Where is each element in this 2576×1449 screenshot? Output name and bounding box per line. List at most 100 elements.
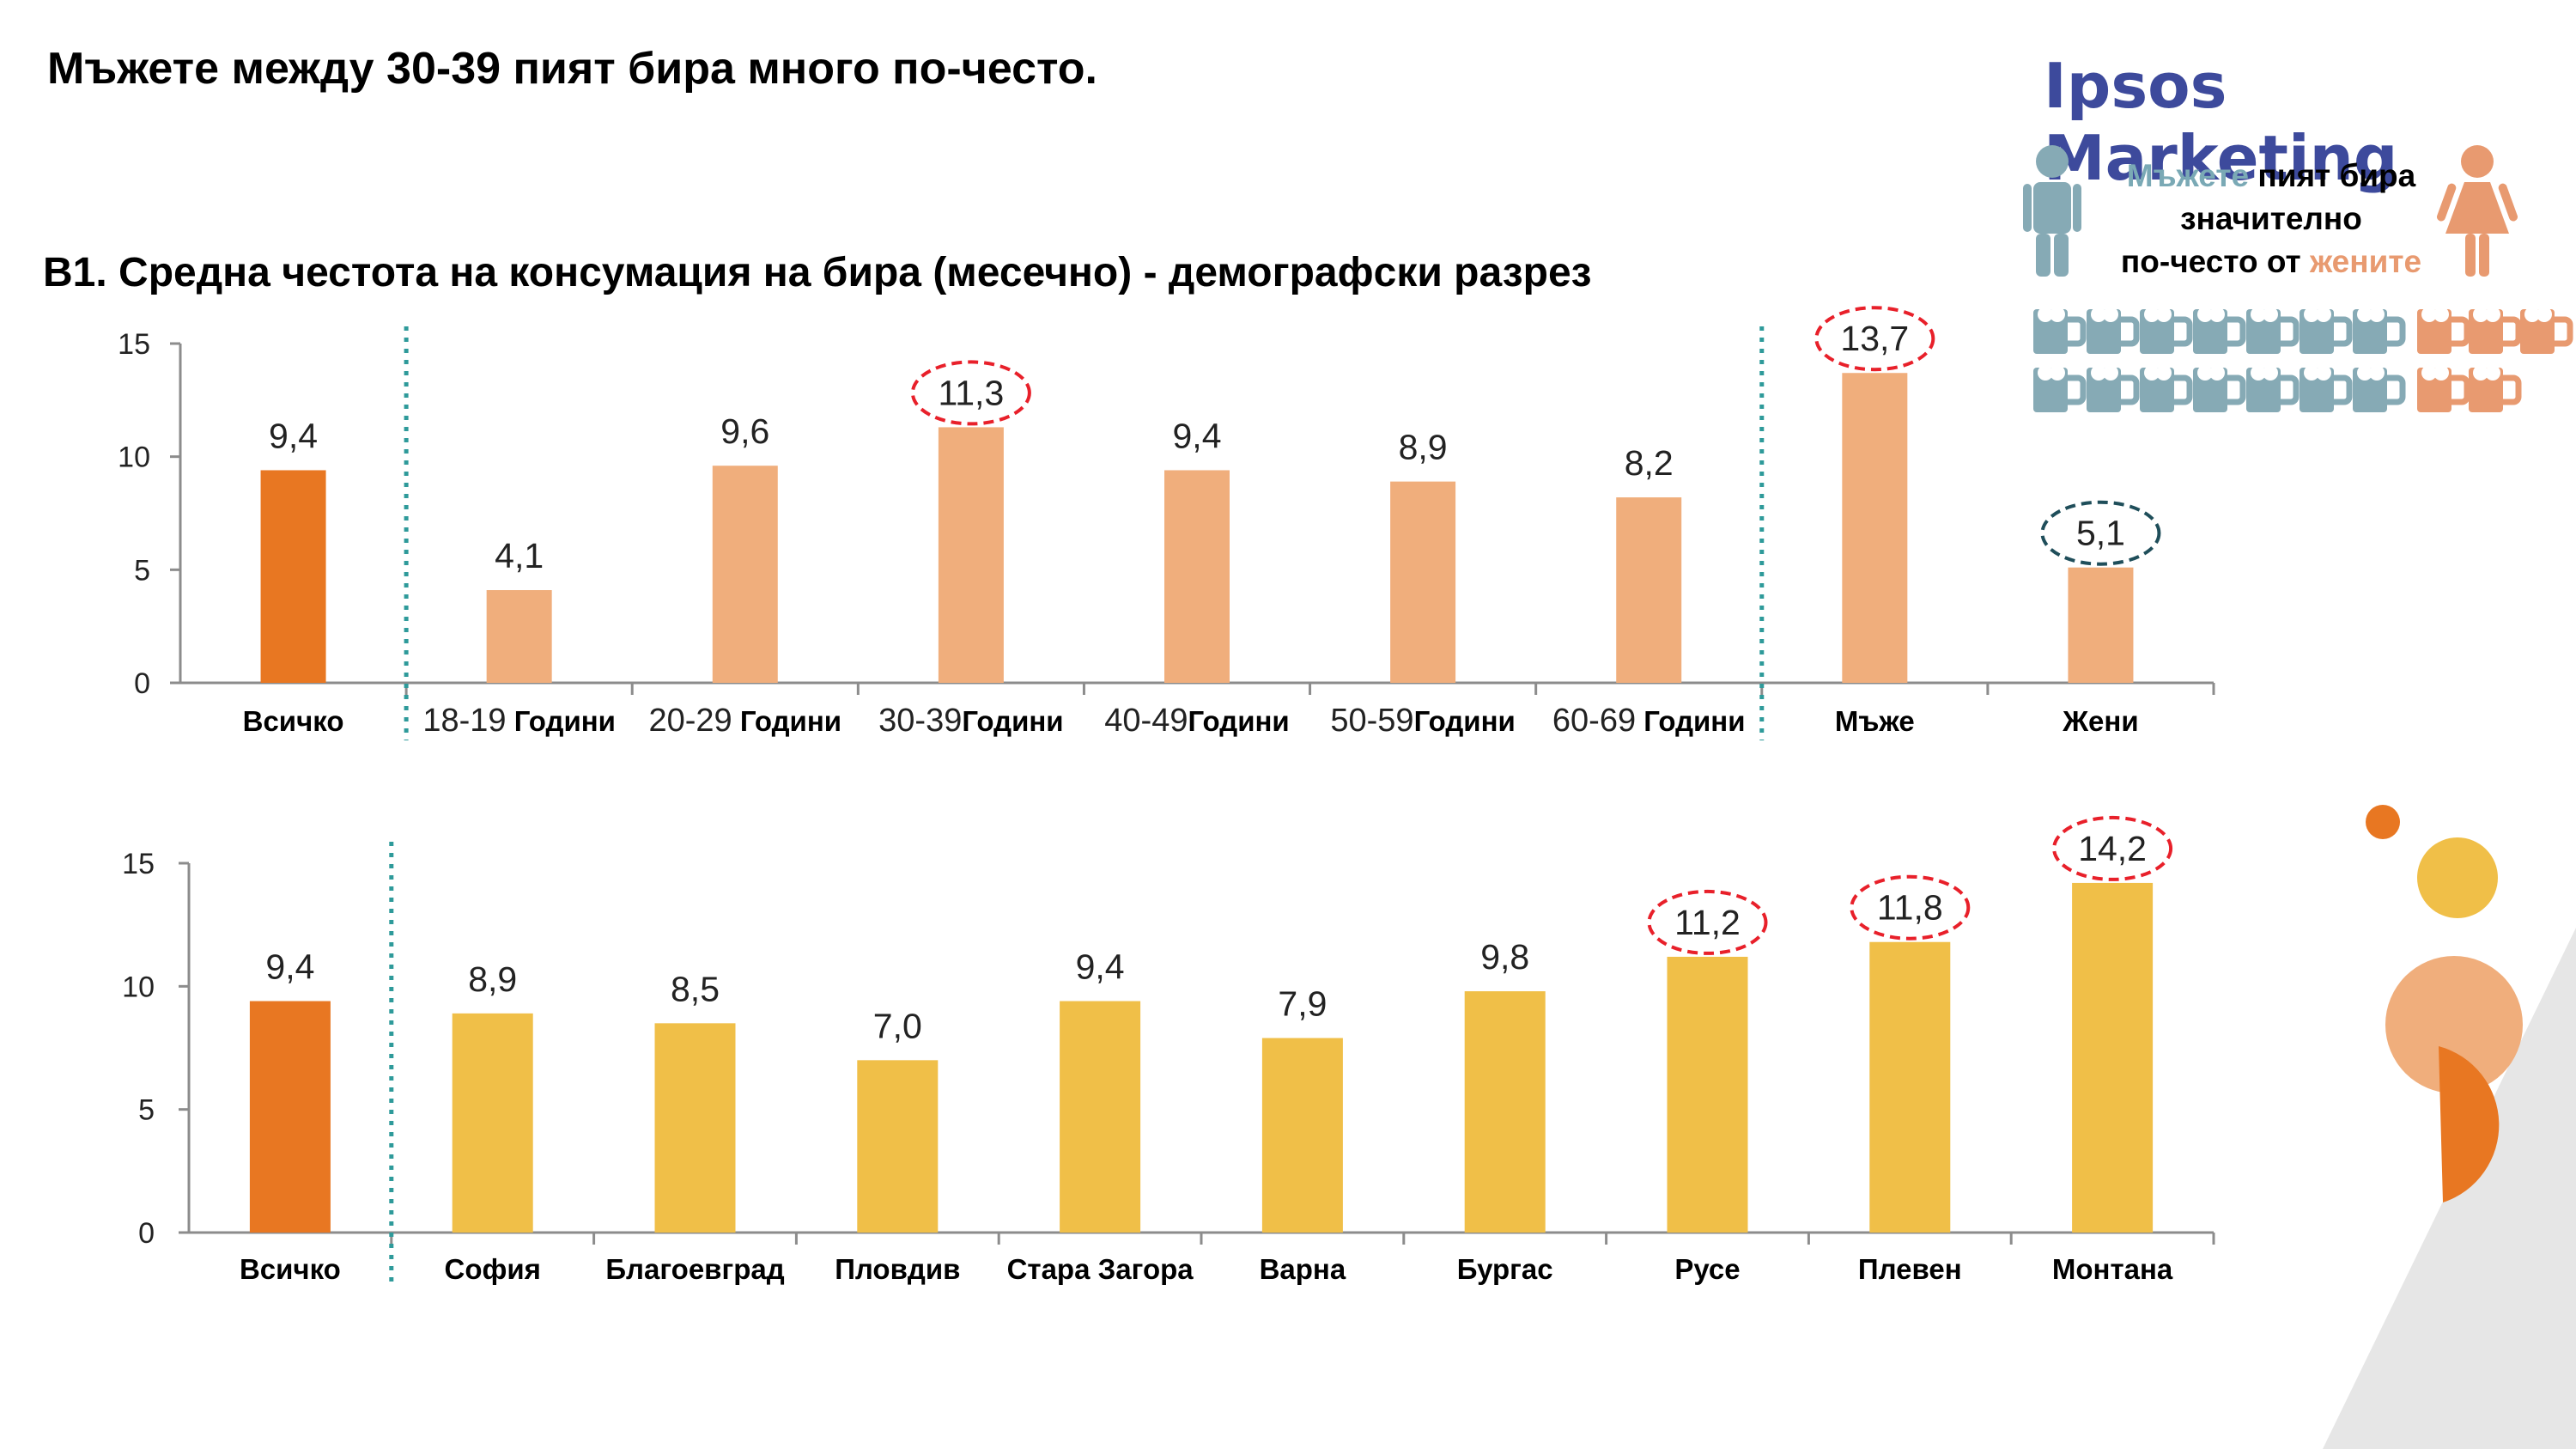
category-label: 60-69 Години — [1552, 703, 1746, 739]
beer-mug-icon — [2417, 307, 2470, 354]
data-label: 8,2 — [1625, 443, 1674, 483]
ipsos-logo: Ipsos Marketing — [2044, 50, 2398, 194]
bar — [857, 1060, 939, 1233]
woman-figure-icon — [2436, 145, 2518, 277]
category-label: Благоевград — [605, 1253, 784, 1285]
beer-mug-icon — [2353, 365, 2406, 412]
highlight-ellipse — [1814, 306, 1935, 372]
category-label: Жени — [2062, 705, 2138, 737]
data-label: 7,9 — [1278, 984, 1327, 1024]
beer-mug-icon — [2140, 307, 2193, 354]
beer-mug-icon — [2033, 307, 2087, 354]
deco-yellow-circle — [2417, 837, 2498, 918]
bar — [654, 1023, 736, 1233]
category-label: 30-39Години — [878, 703, 1063, 739]
bar — [712, 466, 778, 683]
y-tick-label: 5 — [138, 1094, 155, 1127]
category-label: Всичко — [243, 705, 344, 737]
y-tick-label: 15 — [122, 848, 155, 880]
beer-mug-icons — [2033, 307, 2573, 412]
beer-mug-icon — [2300, 365, 2353, 412]
callout-line-1-rest: пият бира — [2249, 158, 2416, 193]
category-label: Мъже — [1835, 705, 1915, 737]
category-label: Русе — [1674, 1253, 1740, 1285]
callout-women-word: жените — [2309, 244, 2422, 279]
highlight-ellipse — [2052, 815, 2173, 881]
callout-line-3-start: по-често от — [2120, 244, 2310, 279]
callout-line-1: Мъжете пият бира — [2078, 155, 2464, 198]
category-label: Монтана — [2052, 1253, 2173, 1285]
highlight-ellipse — [1647, 889, 1768, 955]
callout-men-word: Мъжете — [2126, 158, 2250, 193]
bar — [1667, 956, 1748, 1233]
data-label: 9,4 — [269, 416, 318, 455]
highlight-ellipse — [2040, 500, 2161, 566]
data-label: 14,2 — [2078, 829, 2147, 868]
beer-mug-icon — [2417, 365, 2470, 412]
highlight-ellipse — [1850, 874, 1971, 941]
bar — [1842, 373, 1908, 683]
beer-mug-icon — [2246, 307, 2300, 354]
data-label: 4,1 — [495, 536, 544, 575]
beer-mug-icon — [2193, 307, 2246, 354]
beer-mug-icon — [2193, 365, 2246, 412]
data-label: 8,5 — [671, 969, 720, 1008]
category-label: 18-19 Години — [422, 703, 616, 739]
page-title: Мъжете между 30-39 пият бира много по-че… — [47, 44, 1097, 94]
data-label: 8,9 — [1399, 428, 1448, 467]
callout-line-2: значително — [2180, 201, 2362, 236]
data-label: 13,7 — [1840, 319, 1909, 358]
y-tick-label: 0 — [134, 667, 150, 700]
bar — [2072, 882, 2154, 1233]
man-figure-icon — [2023, 145, 2081, 277]
deco-small-orange-circle — [2366, 805, 2400, 839]
category-label: 40-49Години — [1104, 703, 1289, 739]
deco-orange-half-circle — [2439, 1046, 2500, 1202]
beer-mug-icon — [2140, 365, 2193, 412]
beer-mug-icon — [2087, 365, 2140, 412]
data-label: 7,0 — [873, 1006, 922, 1045]
data-label: 9,6 — [720, 411, 769, 451]
data-label: 9,4 — [1173, 416, 1222, 455]
data-label: 11,8 — [1877, 888, 1943, 928]
bar — [1616, 497, 1682, 683]
callout-line-3: по-често от жените — [2078, 240, 2464, 283]
y-tick-label: 15 — [118, 328, 150, 361]
beer-mug-icon — [2300, 307, 2353, 354]
category-label: Всичко — [240, 1253, 341, 1285]
data-label: 5,1 — [2076, 514, 2125, 553]
beer-mug-icon — [2033, 365, 2087, 412]
bar — [452, 1013, 533, 1233]
category-label: Варна — [1260, 1253, 1346, 1285]
bar — [249, 1001, 331, 1233]
bar — [260, 470, 326, 683]
category-label: Пловдив — [835, 1253, 960, 1285]
bar — [1164, 470, 1230, 683]
bar — [1464, 991, 1546, 1233]
category-label: Плевен — [1858, 1253, 1962, 1285]
bar — [2068, 567, 2134, 683]
category-label: 50-59Години — [1330, 703, 1515, 739]
bar — [1390, 481, 1456, 683]
bar — [1261, 1038, 1343, 1233]
age-gender-chart: 0 5 10 15 9,4 Всичко 4,1 18-19 Години 9,6 20-29 Г… — [118, 306, 2215, 740]
data-label: 11,3 — [939, 373, 1005, 412]
beer-mug-icon — [2469, 307, 2522, 354]
beer-mug-icon — [2353, 307, 2406, 354]
data-label: 8,9 — [468, 959, 517, 999]
beer-mug-icon — [2469, 365, 2522, 412]
beer-mug-icon — [2520, 307, 2573, 354]
bar — [1060, 1001, 1141, 1233]
highlight-ellipse — [910, 360, 1031, 426]
deco-peach-circle — [2385, 956, 2523, 1093]
y-tick-label: 10 — [118, 441, 150, 474]
y-tick-label: 5 — [134, 554, 150, 587]
category-label: Стара Загора — [1007, 1253, 1194, 1285]
bar — [938, 427, 1004, 683]
data-label: 9,4 — [1076, 947, 1125, 987]
bar — [1869, 941, 1951, 1233]
beer-mug-icon — [2087, 307, 2140, 354]
gender-callout: Мъжете пият бира значително по-често от … — [2078, 155, 2464, 283]
data-label: 9,4 — [265, 947, 314, 987]
